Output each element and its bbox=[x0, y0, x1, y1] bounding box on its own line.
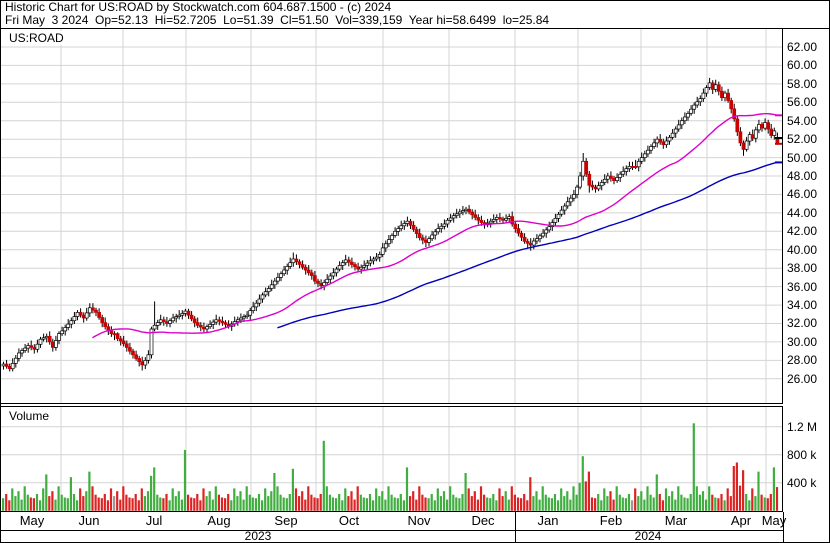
price-axis-label: 56.00 bbox=[787, 95, 818, 110]
month-label: Jun bbox=[78, 513, 100, 528]
month-label: Sep bbox=[274, 513, 298, 528]
month-label: Feb bbox=[599, 513, 623, 528]
year-divider-line bbox=[515, 512, 516, 542]
volume-chart-panel: Volume bbox=[1, 406, 783, 512]
year-axis-row: 2023 2024 bbox=[1, 529, 784, 543]
symbol-label: US:ROAD bbox=[7, 31, 66, 45]
price-axis-label: 44.00 bbox=[787, 205, 818, 220]
price-chart-panel: US:ROAD bbox=[1, 29, 783, 404]
price-axis-label: 40.00 bbox=[787, 242, 818, 257]
month-axis-row: May Jun Jul Aug Sep Oct Nov Dec Jan Feb Mar Apr May bbox=[1, 512, 787, 531]
price-axis-label: 62.00 bbox=[787, 40, 818, 54]
month-label: Oct bbox=[338, 513, 360, 528]
price-axis-label: 50.00 bbox=[787, 150, 818, 165]
price-axis-label: 30.00 bbox=[787, 334, 818, 349]
price-axis-label: 28.00 bbox=[787, 353, 818, 368]
month-label: Nov bbox=[407, 513, 431, 528]
month-label: Aug bbox=[207, 513, 231, 528]
month-label: May bbox=[19, 513, 45, 528]
last-quote-line: Fri May 3 2024 Op=52.13 Hi=52.7205 Lo=51… bbox=[5, 13, 550, 27]
price-axis-label: 60.00 bbox=[787, 58, 818, 73]
year-label: 2024 bbox=[634, 529, 662, 543]
price-axis-label: 36.00 bbox=[787, 279, 818, 294]
volume-chart-canvas bbox=[1, 407, 782, 511]
year-label: 2023 bbox=[244, 529, 272, 543]
price-chart-canvas bbox=[1, 29, 782, 403]
price-axis-label: 54.00 bbox=[787, 113, 818, 128]
last-value-ticks bbox=[775, 114, 782, 164]
chart-header: Historic Chart for US:ROAD by Stockwatch… bbox=[1, 1, 829, 29]
volume-axis-label: 1.2 M bbox=[787, 419, 818, 434]
month-label: Apr bbox=[730, 513, 752, 528]
price-axis-label: 34.00 bbox=[787, 298, 818, 313]
price-axis-label: 46.00 bbox=[787, 187, 818, 202]
month-label: Dec bbox=[471, 513, 495, 528]
price-axis-label: 52.00 bbox=[787, 132, 818, 147]
month-label: Jul bbox=[145, 513, 163, 528]
month-label: Jan bbox=[537, 513, 559, 528]
candles-layer bbox=[1, 77, 780, 372]
volume-axis-label: 400 k bbox=[787, 475, 817, 490]
ma-line-90 bbox=[277, 161, 778, 329]
price-axis-label: 48.00 bbox=[787, 169, 818, 184]
price-axis-label: 26.00 bbox=[787, 371, 818, 386]
price-axis-label: 58.00 bbox=[787, 76, 818, 91]
volume-panel-label: Volume bbox=[7, 409, 52, 423]
volume-axis-label: 800 k bbox=[787, 447, 817, 462]
price-axis-label: 42.00 bbox=[787, 224, 818, 239]
price-axis-label: 38.00 bbox=[787, 261, 818, 276]
month-label: Mar bbox=[664, 513, 688, 528]
price-axis-label: 32.00 bbox=[787, 316, 818, 331]
month-label: May bbox=[761, 513, 787, 528]
price-grid-layer bbox=[1, 29, 782, 403]
ma-line-30 bbox=[92, 112, 778, 339]
volume-bars-layer bbox=[2, 423, 779, 511]
chart-title: Historic Chart for US:ROAD by Stockwatch… bbox=[5, 0, 392, 14]
